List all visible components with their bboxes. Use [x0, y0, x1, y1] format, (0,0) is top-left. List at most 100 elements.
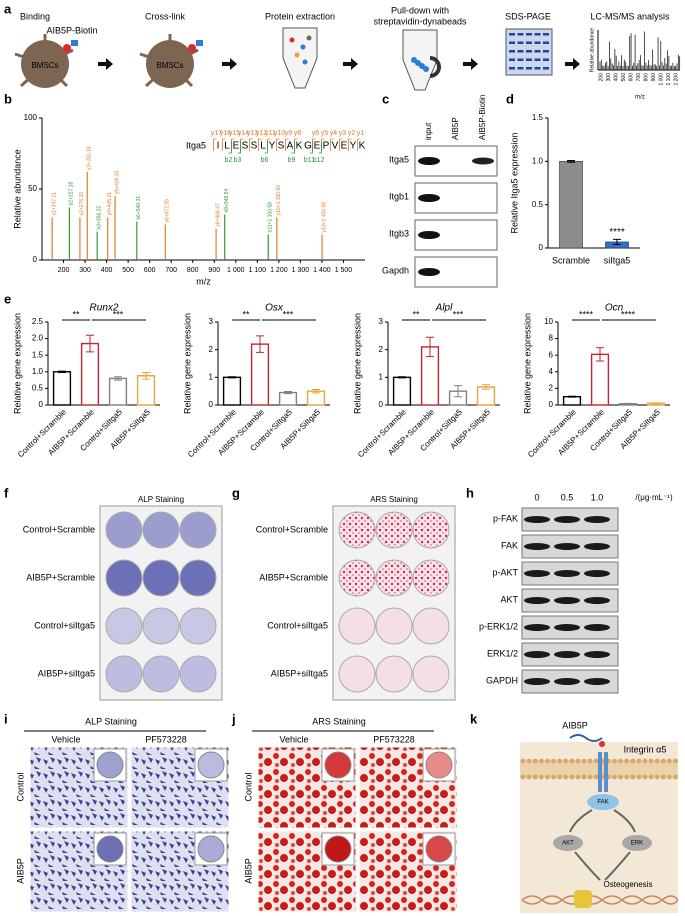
lipid-head — [654, 774, 660, 780]
panel-letter: d — [506, 91, 514, 106]
blot-band — [584, 597, 610, 604]
blot-band — [554, 678, 580, 685]
mini-tick-label: 700 — [636, 73, 642, 82]
y-ion-label: y5 — [321, 130, 329, 137]
y-tick-label: 2 — [549, 384, 554, 393]
y-ion-label: y14 — [238, 130, 249, 137]
y-tick-label: 0 — [549, 400, 554, 409]
gel-band — [517, 41, 524, 44]
well — [412, 511, 450, 549]
tube — [282, 27, 318, 89]
lipid-head — [618, 774, 623, 780]
mini-tick-label: 1 000 — [658, 73, 664, 86]
y-tick-label: 3 — [379, 317, 384, 326]
well — [142, 559, 180, 597]
inset-well — [197, 835, 225, 863]
well — [179, 655, 217, 693]
gel-band — [534, 33, 541, 36]
micro-title: ALP Staining — [85, 716, 137, 726]
blot-band — [584, 678, 610, 685]
protein-dot — [300, 44, 306, 50]
inset-well — [324, 751, 352, 779]
bar — [80, 342, 100, 406]
micro-column-label: PF573228 — [373, 734, 415, 744]
b-ion-bracket — [264, 141, 268, 154]
blot-band — [584, 543, 610, 550]
b-ion-label: b11 — [304, 157, 315, 164]
lipid-head — [581, 758, 587, 764]
y-tick-label: 1 — [379, 372, 384, 381]
blot-row-label: Itgb1 — [389, 191, 409, 201]
blot-row-label: Gapdh — [382, 265, 409, 275]
b-ion-bracket — [228, 141, 232, 154]
y-ion-bracket — [258, 138, 262, 151]
b-ion-label: b3 — [234, 157, 242, 164]
lipid-head — [520, 758, 526, 764]
peak-label: y4+405.21 — [107, 192, 113, 216]
x-tick-label: 1 200 — [270, 267, 288, 274]
gel-band — [517, 58, 524, 61]
lipid-head — [593, 774, 599, 780]
lipid-head — [563, 774, 569, 780]
blot-band — [418, 268, 440, 276]
y-axis-label: Relative gene expression — [522, 313, 532, 414]
bar — [250, 343, 270, 406]
lane-label: AIB5P-Biotin — [478, 95, 487, 140]
significance: **** — [621, 309, 636, 319]
well — [105, 607, 143, 645]
plate-row-label: AIB5P+Scramble — [259, 572, 328, 582]
blot-band — [584, 516, 610, 523]
error-bar — [58, 370, 66, 373]
cell-receptor — [169, 48, 199, 66]
panel-letter: h — [466, 485, 474, 500]
y-tick-label: 100 — [24, 113, 38, 122]
bar — [222, 376, 242, 406]
b-ion-label: b9 — [288, 157, 296, 164]
residue: G — [304, 141, 312, 152]
protein-dot — [289, 37, 295, 43]
protein-dot — [306, 35, 312, 41]
gel-band — [526, 50, 532, 53]
blot-row-label: p-ERK1/2 — [479, 621, 518, 631]
lipid-head — [667, 758, 672, 764]
outcome-label: Osteogenesis — [604, 880, 653, 889]
lipid-head — [612, 758, 617, 764]
gel-band — [543, 58, 549, 61]
y-tick-label: 0.5 — [532, 200, 544, 209]
y-ion-label: y16 — [220, 130, 231, 137]
lipid-head — [648, 774, 654, 780]
lipid-head — [636, 758, 642, 764]
gel-band — [543, 67, 549, 70]
y-ion-bracket — [222, 138, 226, 151]
y-tick-label: 2 — [209, 345, 214, 354]
y-ion-bracket — [213, 138, 217, 151]
panel-letter: f — [4, 485, 9, 500]
plate-title: ARS Staining — [370, 495, 418, 504]
error-bar — [596, 347, 604, 362]
mini-tick-label: 900 — [651, 73, 657, 82]
bar — [108, 377, 128, 406]
x-tick-label: Control+Scramble — [186, 407, 238, 459]
well — [412, 655, 450, 693]
blot-band — [418, 194, 440, 202]
x-tick-label: 500 — [122, 267, 134, 274]
gel-band — [509, 33, 515, 36]
peptide-tip — [599, 741, 605, 747]
bead — [423, 66, 429, 72]
y-ion-label: y10 — [274, 130, 285, 137]
gel-band — [517, 67, 524, 70]
blot-band — [554, 651, 580, 658]
well — [412, 559, 450, 597]
residue: Y — [269, 141, 276, 152]
y-axis-label: Relative gene expression — [12, 313, 22, 414]
well — [375, 511, 413, 549]
x-tick-label: 1 100 — [249, 267, 267, 274]
y-ion-label: y13 — [247, 130, 258, 137]
y-tick-label: 8 — [549, 334, 554, 343]
label: Relative abundance — [589, 28, 595, 72]
lipid-head — [526, 774, 532, 780]
y-ion-label: y11 — [265, 130, 276, 137]
transcription-factor — [574, 890, 592, 908]
inset-well — [197, 751, 225, 779]
peak-label: y1+147.11 — [51, 192, 57, 215]
